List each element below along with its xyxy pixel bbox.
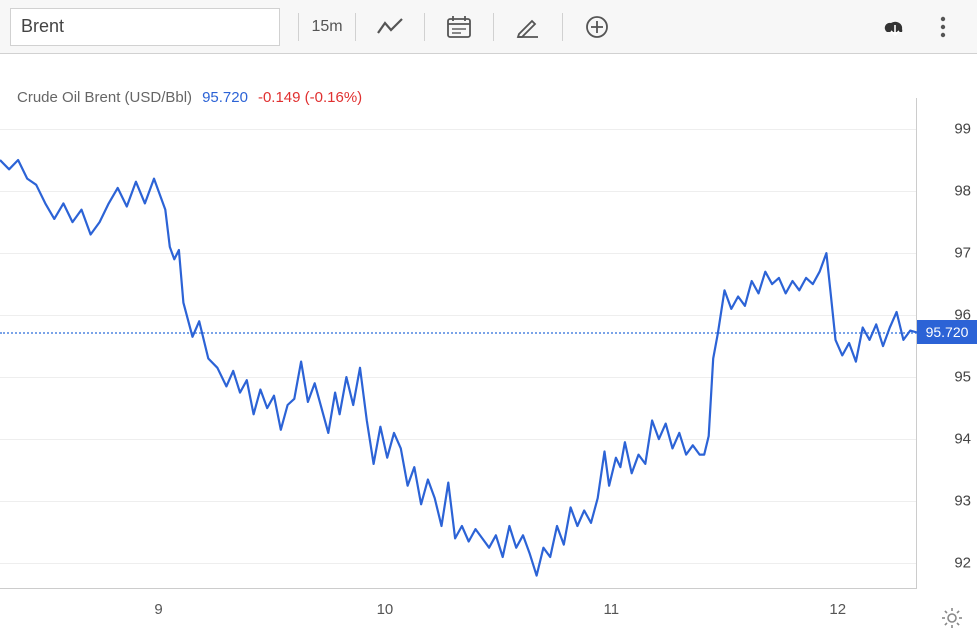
y-tick: 98 [954,183,971,200]
price-line [0,160,917,576]
divider [562,13,563,41]
x-tick: 10 [377,601,394,618]
chart-title: Crude Oil Brent (USD/Bbl) [17,89,192,106]
divider [493,13,494,41]
chart-price: 95.720 [202,89,248,106]
chart-change: -0.149 (-0.16%) [258,89,362,106]
chart-style-icon[interactable] [360,8,420,46]
y-tick: 94 [954,431,971,448]
x-axis: 9 10 11 12 [0,588,917,628]
divider [298,13,299,41]
chart-header: Crude Oil Brent (USD/Bbl) 95.720 -0.149 … [17,89,362,106]
y-tick: 99 [954,121,971,138]
gear-icon[interactable] [941,607,963,629]
y-tick: 92 [954,555,971,572]
x-tick: 11 [604,601,620,618]
more-icon[interactable] [919,8,967,46]
price-line-svg [0,98,917,588]
x-tick: 9 [154,601,162,618]
x-tick: 12 [829,601,846,618]
divider [424,13,425,41]
y-tick: 95 [954,369,971,386]
toolbar: 15m [0,0,977,54]
chart-area: Crude Oil Brent (USD/Bbl) 95.720 -0.149 … [0,54,977,641]
y-tick: 93 [954,493,971,510]
y-tick: 97 [954,245,971,262]
divider [355,13,356,41]
interval-button[interactable]: 15m [303,8,351,46]
current-price-badge: 95.720 [917,320,977,344]
add-icon[interactable] [567,8,627,46]
calendar-icon[interactable] [429,8,489,46]
download-icon[interactable] [871,8,919,46]
edit-icon[interactable] [498,8,558,46]
symbol-input[interactable] [10,8,280,46]
